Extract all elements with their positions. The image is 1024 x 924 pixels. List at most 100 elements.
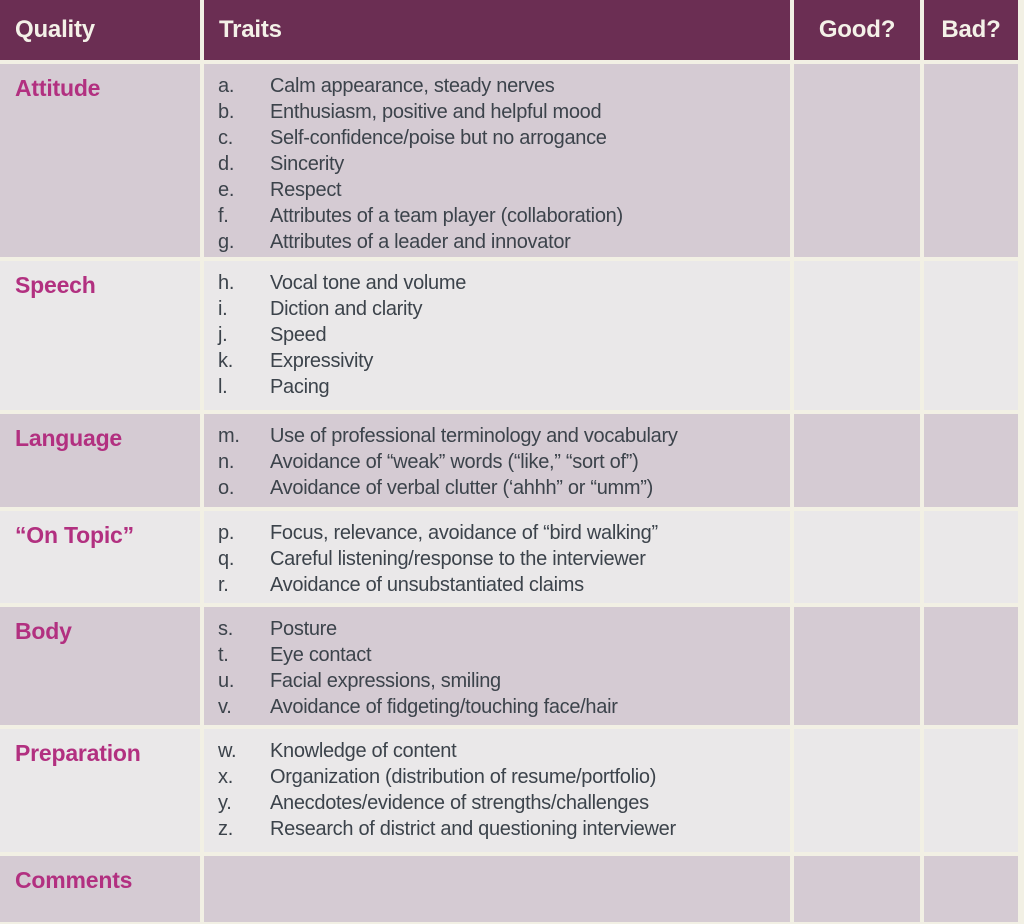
trait-line: g. Attributes of a leader and innovator (218, 229, 790, 255)
trait-line: o. Avoidance of verbal clutter (‘ahhh” or… (218, 475, 790, 501)
trait-letter: x. (218, 766, 233, 788)
trait-letter: h. (218, 272, 235, 294)
quality-label: Body (0, 607, 200, 725)
bad-cell (924, 856, 1018, 922)
trait-letter: i. (218, 298, 228, 320)
trait-letter: l. (218, 376, 228, 398)
trait-letter: n. (218, 451, 235, 473)
trait-letter: s. (218, 618, 233, 640)
trait-line: i. Diction and clarity (218, 296, 790, 322)
trait-letter: o. (218, 477, 235, 499)
trait-text: Diction and clarity (270, 298, 423, 320)
good-cell (794, 64, 920, 257)
bad-cell (924, 729, 1018, 852)
column-header-traits: Traits (204, 0, 790, 60)
trait-line: u. Facial expressions, smiling (218, 668, 790, 694)
trait-letter: k. (218, 350, 233, 372)
trait-text: Focus, relevance, avoidance of “bird wal… (270, 522, 658, 544)
trait-line: j. Speed (218, 322, 790, 348)
column-header-quality: Quality (0, 0, 200, 60)
traits-cell: p. Focus, relevance, avoidance of “bird w… (204, 511, 790, 603)
quality-label: Attitude (0, 64, 200, 257)
trait-letter: q. (218, 548, 235, 570)
trait-line: y. Anecdotes/evidence of strengths/challe… (218, 790, 790, 816)
trait-letter: j. (218, 324, 228, 346)
column-header-good: Good? (794, 0, 920, 60)
traits-cell (204, 856, 790, 922)
trait-letter: z. (218, 818, 233, 840)
trait-line: x. Organization (distribution of resume/p… (218, 764, 790, 790)
good-cell (794, 856, 920, 922)
trait-letter: y. (218, 792, 232, 814)
trait-letter: v. (218, 696, 232, 718)
quality-label: “On Topic” (0, 511, 200, 603)
trait-line: k. Expressivity (218, 348, 790, 374)
trait-line: w. Knowledge of content (218, 738, 790, 764)
trait-text: Organization (distribution of resume/por… (270, 766, 657, 788)
trait-text: Research of district and questioning int… (270, 818, 676, 840)
trait-text: Avoidance of unsubstantiated claims (270, 574, 584, 596)
trait-letter: e. (218, 179, 235, 201)
trait-line: s. Posture (218, 616, 790, 642)
trait-text: Eye contact (270, 644, 372, 666)
trait-letter: d. (218, 153, 235, 175)
trait-line: q. Careful listening/response to the inte… (218, 546, 790, 572)
trait-text: Careful listening/response to the interv… (270, 548, 646, 570)
trait-letter: r. (218, 574, 229, 596)
trait-text: Avoidance of “weak” words (“like,” “sort… (270, 451, 639, 473)
trait-letter: u. (218, 670, 235, 692)
trait-text: Vocal tone and volume (270, 272, 467, 294)
trait-line: m. Use of professional terminology and vo… (218, 423, 790, 449)
trait-text: Sincerity (270, 153, 344, 175)
good-cell (794, 414, 920, 507)
trait-text: Attributes of a team player (collaborati… (270, 205, 623, 227)
traits-cell: s. Posture t. Eye contact u. Facial expressio… (204, 607, 790, 725)
trait-line: r. Avoidance of unsubstantiated claims (218, 572, 790, 598)
quality-label: Speech (0, 261, 200, 410)
trait-line: e. Respect (218, 177, 790, 203)
trait-text: Self-confidence/poise but no arrogance (270, 127, 607, 149)
quality-label: Preparation (0, 729, 200, 852)
trait-text: Knowledge of content (270, 740, 457, 762)
trait-line: z. Research of district and questioning i… (218, 816, 790, 842)
trait-text: Posture (270, 618, 337, 640)
trait-letter: f. (218, 205, 229, 227)
traits-cell: a. Calm appearance, steady nerves b. Enthus… (204, 64, 790, 257)
trait-text: Respect (270, 179, 342, 201)
quality-label: Language (0, 414, 200, 507)
trait-letter: w. (218, 740, 237, 762)
trait-line: b. Enthusiasm, positive and helpful mood (218, 99, 790, 125)
bad-cell (924, 64, 1018, 257)
trait-text: Use of professional terminology and voca… (270, 425, 678, 447)
trait-text: Attributes of a leader and innovator (270, 231, 571, 253)
trait-letter: t. (218, 644, 229, 666)
trait-letter: c. (218, 127, 233, 149)
trait-letter: g. (218, 231, 235, 253)
trait-text: Speed (270, 324, 327, 346)
trait-line: d. Sincerity (218, 151, 790, 177)
trait-text: Anecdotes/evidence of strengths/challeng… (270, 792, 649, 814)
trait-line: p. Focus, relevance, avoidance of “bird w… (218, 520, 790, 546)
traits-cell: w. Knowledge of content x. Organization (di… (204, 729, 790, 852)
bad-cell (924, 607, 1018, 725)
trait-line: h. Vocal tone and volume (218, 270, 790, 296)
trait-text: Avoidance of fidgeting/touching face/hai… (270, 696, 618, 718)
trait-text: Avoidance of verbal clutter (‘ahhh” or “… (270, 477, 653, 499)
trait-line: n. Avoidance of “weak” words (“like,” “so… (218, 449, 790, 475)
trait-line: t. Eye contact (218, 642, 790, 668)
good-cell (794, 729, 920, 852)
trait-line: c. Self-confidence/poise but no arrogance (218, 125, 790, 151)
trait-letter: b. (218, 101, 235, 123)
bad-cell (924, 511, 1018, 603)
quality-label: Comments (0, 856, 200, 922)
good-cell (794, 511, 920, 603)
trait-letter: p. (218, 522, 235, 544)
good-cell (794, 261, 920, 410)
column-header-bad: Bad? (924, 0, 1018, 60)
trait-text: Expressivity (270, 350, 374, 372)
traits-cell: h. Vocal tone and volume i. Diction and cla… (204, 261, 790, 410)
trait-text: Calm appearance, steady nerves (270, 75, 555, 97)
trait-line: f. Attributes of a team player (collabora… (218, 203, 790, 229)
trait-letter: m. (218, 425, 240, 447)
